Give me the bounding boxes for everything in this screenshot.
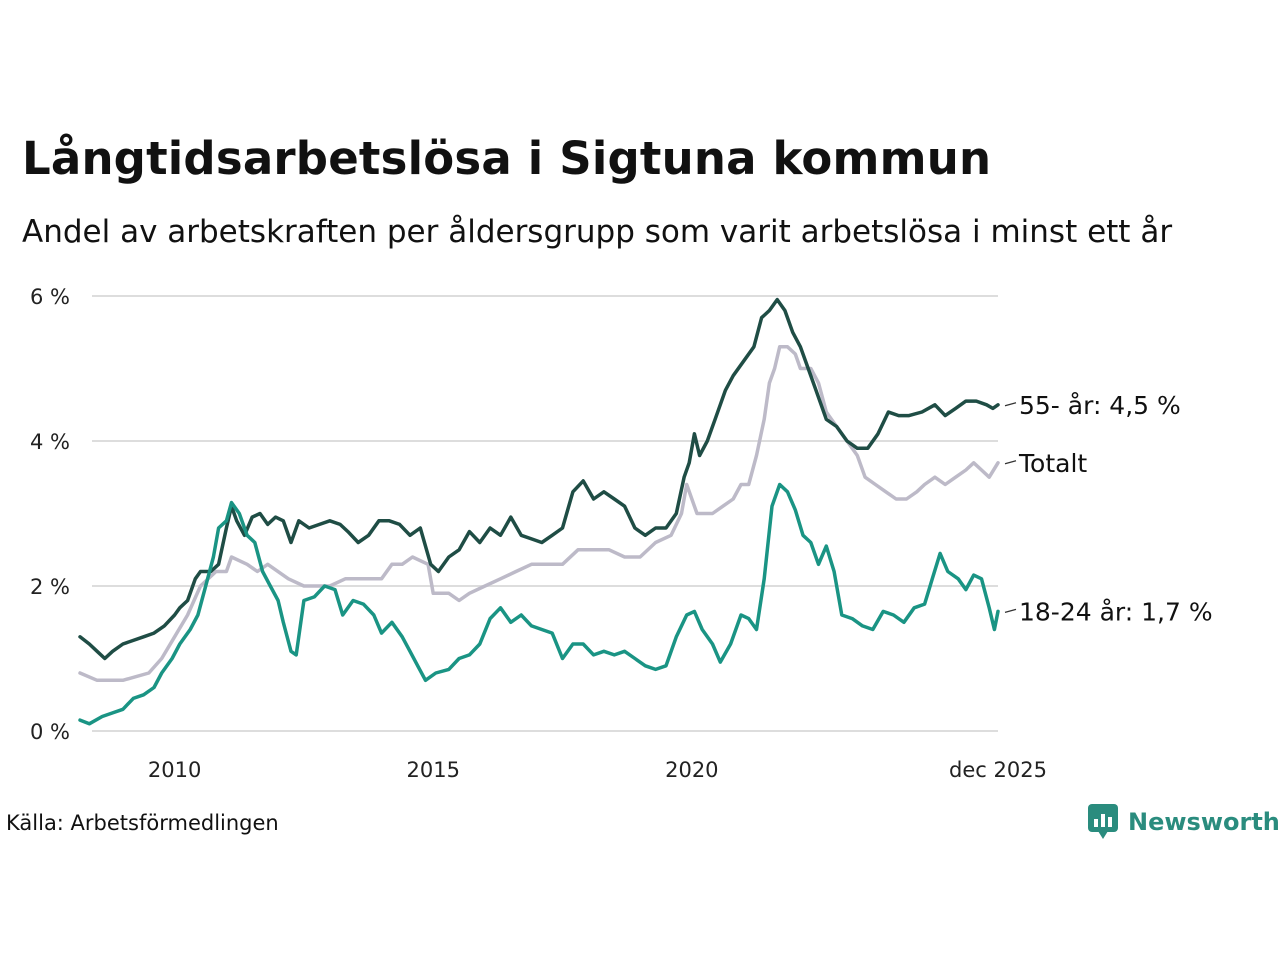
x-tick-label: 2020 — [665, 758, 718, 782]
y-tick-label: 0 % — [30, 720, 70, 744]
chart-title: Långtidsarbetslösa i Sigtuna kommun — [22, 132, 992, 185]
x-axis: 2010 2015 2020 dec 2025 — [148, 758, 1047, 782]
end-label-total: Totalt — [1018, 449, 1087, 478]
series-layer — [78, 297, 1000, 726]
x-tick-label: 2015 — [407, 758, 460, 782]
end-label-older: 55- år: 4,5 % — [1019, 391, 1181, 420]
end-label-connector — [1004, 460, 1017, 465]
brand-logo: Newsworthy — [1088, 804, 1280, 840]
end-label-connector — [1004, 608, 1017, 613]
brand-name: Newsworthy — [1128, 808, 1280, 836]
x-tick-label: dec 2025 — [949, 758, 1047, 782]
end-labels: Totalt 55- år: 4,5 % 18-24 år: 1,7 % — [1004, 391, 1213, 626]
end-label-young: 18-24 år: 1,7 % — [1019, 597, 1213, 626]
series-line-total — [78, 345, 1000, 683]
y-tick-label: 4 % — [30, 430, 70, 454]
newsworthy-logo-icon — [1088, 804, 1118, 839]
source-note: Källa: Arbetsförmedlingen — [6, 811, 279, 835]
y-tick-label: 6 % — [30, 285, 70, 309]
series-line-older — [78, 297, 1000, 661]
x-tick-label: 2010 — [148, 758, 201, 782]
grid-layer — [92, 295, 998, 732]
end-label-connector — [1004, 402, 1017, 407]
chart-subtitle: Andel av arbetskraften per åldersgrupp s… — [22, 214, 1173, 250]
y-axis: 0 % 2 % 4 % 6 % — [30, 285, 70, 744]
line-chart: 0 % 2 % 4 % 6 % 2010 2015 2020 dec 2025 Totalt… — [30, 285, 1213, 782]
series-line-young — [78, 482, 1000, 726]
y-tick-label: 2 % — [30, 575, 70, 599]
